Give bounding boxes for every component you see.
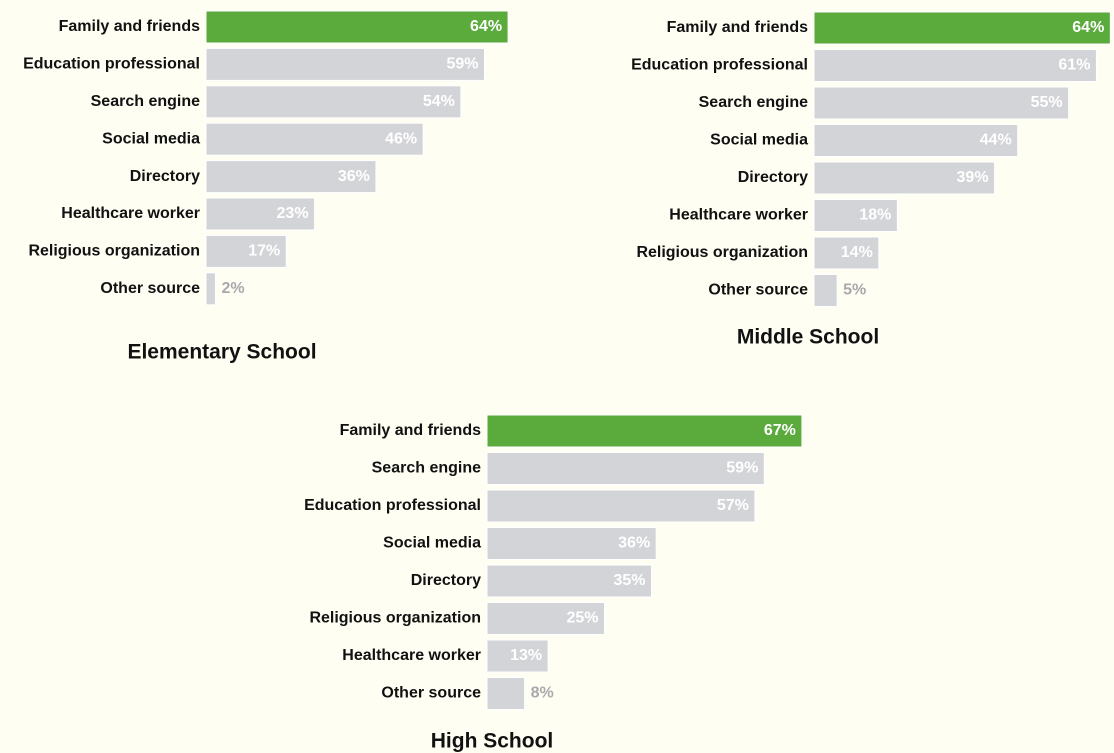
category-label: Other source bbox=[708, 282, 808, 299]
bar bbox=[813, 49, 1097, 82]
chart-title: High School bbox=[431, 730, 554, 753]
value-label: 25% bbox=[566, 610, 598, 627]
bar bbox=[486, 452, 765, 485]
category-label: Religious organization bbox=[28, 243, 200, 260]
category-label: Search engine bbox=[91, 93, 200, 110]
bar bbox=[486, 677, 526, 710]
value-label: 14% bbox=[841, 244, 873, 261]
value-label: 35% bbox=[613, 572, 645, 589]
bar bbox=[205, 47, 485, 81]
category-label: Directory bbox=[411, 572, 481, 589]
bar bbox=[205, 234, 287, 268]
value-label: 13% bbox=[510, 647, 542, 664]
category-label: Education professional bbox=[23, 56, 200, 73]
value-label: 17% bbox=[248, 243, 280, 260]
category-label: Directory bbox=[738, 169, 808, 186]
bar bbox=[813, 236, 880, 270]
category-label: Other source bbox=[100, 280, 200, 297]
value-label: 39% bbox=[957, 169, 989, 186]
bar bbox=[486, 489, 756, 523]
chart-title: Middle School bbox=[737, 326, 879, 349]
bar bbox=[205, 122, 424, 156]
category-label: Religious organization bbox=[309, 610, 481, 627]
value-label: 59% bbox=[726, 460, 758, 477]
category-label: Healthcare worker bbox=[61, 205, 200, 222]
value-label: 57% bbox=[717, 497, 749, 514]
chart-title: Elementary School bbox=[127, 341, 316, 364]
category-label: Healthcare worker bbox=[342, 647, 481, 664]
value-label: 18% bbox=[859, 207, 891, 224]
bar bbox=[813, 274, 838, 307]
value-label: 64% bbox=[1072, 19, 1104, 36]
bar bbox=[486, 527, 657, 560]
category-label: Search engine bbox=[372, 460, 481, 477]
bar bbox=[486, 414, 803, 448]
category-label: Search engine bbox=[699, 94, 808, 111]
bar bbox=[205, 272, 216, 306]
value-label: 54% bbox=[423, 93, 455, 110]
bar bbox=[813, 124, 1019, 157]
value-label: 44% bbox=[980, 132, 1012, 149]
category-label: Religious organization bbox=[636, 244, 808, 261]
category-label: Education professional bbox=[631, 57, 808, 74]
value-label: 59% bbox=[446, 56, 478, 73]
value-label: 61% bbox=[1058, 57, 1090, 74]
bar bbox=[813, 86, 1070, 120]
category-label: Social media bbox=[383, 535, 481, 552]
category-label: Family and friends bbox=[340, 422, 481, 439]
value-label: 36% bbox=[338, 168, 370, 185]
category-label: Other source bbox=[381, 685, 481, 702]
value-label: 2% bbox=[221, 280, 244, 297]
category-label: Healthcare worker bbox=[669, 207, 808, 224]
value-label: 64% bbox=[470, 18, 502, 35]
category-label: Family and friends bbox=[667, 19, 808, 36]
category-label: Social media bbox=[710, 132, 808, 149]
bar bbox=[205, 197, 316, 231]
bar bbox=[486, 564, 652, 598]
value-label: 55% bbox=[1031, 94, 1063, 111]
bar bbox=[205, 85, 462, 119]
bar bbox=[486, 602, 605, 635]
bar bbox=[205, 160, 377, 194]
value-label: 46% bbox=[385, 130, 417, 147]
value-label: 5% bbox=[843, 282, 866, 299]
value-label: 36% bbox=[618, 535, 650, 552]
value-label: 8% bbox=[531, 685, 554, 702]
category-label: Directory bbox=[130, 168, 200, 185]
bar bbox=[486, 639, 549, 673]
bar bbox=[813, 161, 996, 195]
bar bbox=[813, 11, 1111, 45]
category-label: Social media bbox=[102, 130, 200, 147]
value-label: 23% bbox=[277, 205, 309, 222]
bar bbox=[205, 10, 509, 44]
bar bbox=[813, 199, 898, 232]
value-label: 67% bbox=[764, 422, 796, 439]
category-label: Education professional bbox=[304, 497, 481, 514]
category-label: Family and friends bbox=[59, 18, 200, 35]
